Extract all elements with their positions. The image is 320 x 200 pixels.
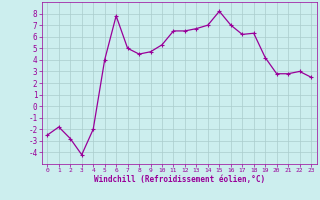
X-axis label: Windchill (Refroidissement éolien,°C): Windchill (Refroidissement éolien,°C) [94,175,265,184]
